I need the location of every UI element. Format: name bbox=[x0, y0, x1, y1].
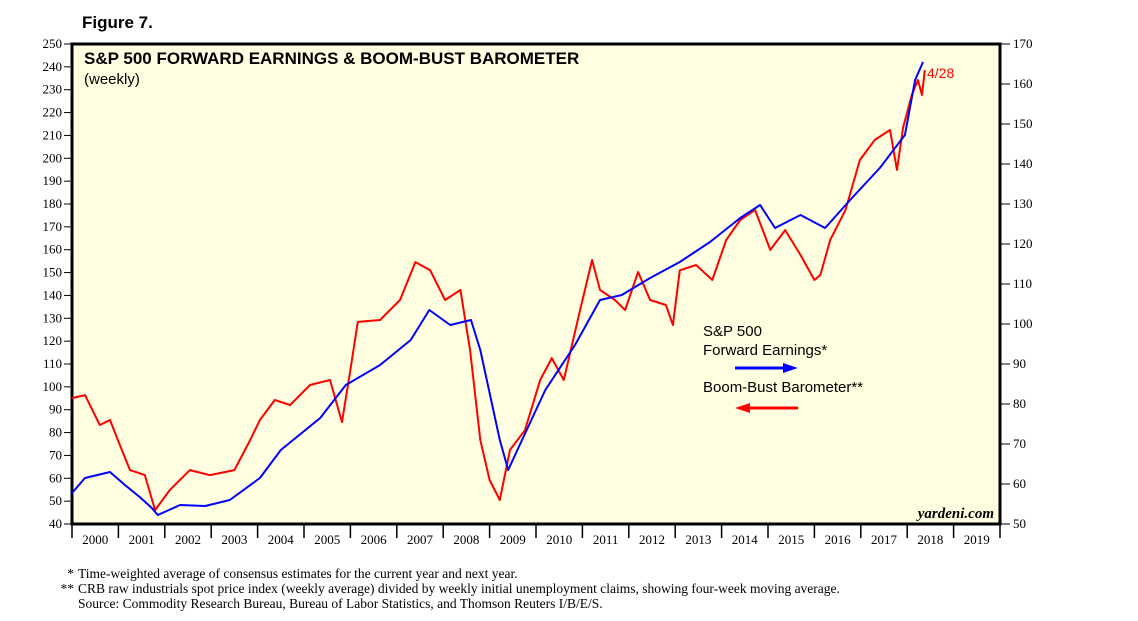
y-left-tick-label: 60 bbox=[49, 470, 62, 485]
x-tick-label: 2017 bbox=[871, 532, 898, 547]
y-left-tick-label: 200 bbox=[43, 150, 63, 165]
y-left-tick-label: 80 bbox=[49, 425, 62, 440]
x-tick-label: 2005 bbox=[314, 532, 340, 547]
legend-barometer: Boom-Bust Barometer** bbox=[703, 379, 863, 396]
y-left-tick-label: 70 bbox=[49, 447, 62, 462]
y-left-tick-label: 120 bbox=[43, 333, 63, 348]
x-tick-label: 2011 bbox=[593, 532, 619, 547]
x-tick-label: 2008 bbox=[453, 532, 479, 547]
forward-earnings-line bbox=[71, 61, 924, 516]
arrow-left-icon bbox=[735, 403, 750, 413]
legend: S&P 500 Forward Earnings* Boom-Bust Baro… bbox=[703, 323, 863, 413]
y-left-tick-label: 100 bbox=[43, 379, 63, 394]
x-tick-label: 2010 bbox=[546, 532, 572, 547]
y-right-tick-label: 60 bbox=[1013, 476, 1026, 491]
y-left-tick-label: 180 bbox=[43, 196, 63, 211]
x-tick-label: 2003 bbox=[221, 532, 247, 547]
footnotes: * Time-weighted average of consensus esti… bbox=[0, 566, 1138, 616]
footnote: ** CRB raw industrials spot price index (… bbox=[60, 581, 840, 596]
y-left-tick-label: 230 bbox=[43, 82, 63, 97]
y-right-tick-label: 80 bbox=[1013, 396, 1026, 411]
x-tick-label: 2009 bbox=[500, 532, 526, 547]
x-tick-label: 2019 bbox=[964, 532, 990, 547]
x-tick-label: 2014 bbox=[732, 532, 759, 547]
x-tick-label: 2016 bbox=[825, 532, 852, 547]
y-left-tick-label: 50 bbox=[49, 493, 62, 508]
y-left-tick-label: 170 bbox=[43, 219, 63, 234]
y-left-tick-label: 110 bbox=[43, 356, 62, 371]
y-right-tick-label: 110 bbox=[1013, 276, 1032, 291]
chart: Figure 7. S&P 500 FORWARD EARNINGS & BOO… bbox=[43, 13, 1033, 547]
x-tick-label: 2015 bbox=[778, 532, 804, 547]
x-tick-label: 2004 bbox=[268, 532, 295, 547]
y-right-tick-label: 130 bbox=[1013, 196, 1033, 211]
y-right-tick-label: 90 bbox=[1013, 356, 1026, 371]
x-tick-label: 2018 bbox=[917, 532, 943, 547]
chart-subtitle: (weekly) bbox=[84, 71, 140, 88]
boom-bust-barometer-line bbox=[71, 69, 926, 512]
x-tick-label: 2006 bbox=[361, 532, 388, 547]
arrow-right-icon bbox=[783, 363, 798, 373]
y-right-tick-label: 100 bbox=[1013, 316, 1033, 331]
y-left-tick-label: 140 bbox=[43, 287, 63, 302]
watermark: yardeni.com bbox=[916, 506, 994, 522]
y-right-tick-label: 120 bbox=[1013, 236, 1033, 251]
y-left-tick-label: 190 bbox=[43, 173, 63, 188]
y-right-tick-label: 160 bbox=[1013, 76, 1033, 91]
y-right-tick-label: 150 bbox=[1013, 116, 1033, 131]
x-tick-label: 2012 bbox=[639, 532, 665, 547]
y-right-tick-label: 140 bbox=[1013, 156, 1033, 171]
y-left-tick-label: 150 bbox=[43, 265, 63, 280]
y-left-tick-label: 40 bbox=[49, 516, 62, 531]
x-tick-label: 2007 bbox=[407, 532, 434, 547]
y-right-tick-label: 50 bbox=[1013, 516, 1026, 531]
legend-earnings-line2: Forward Earnings* bbox=[703, 342, 827, 359]
footnote: * Time-weighted average of consensus esti… bbox=[67, 566, 518, 581]
y-left-tick-label: 250 bbox=[43, 36, 63, 51]
y-left-tick-label: 220 bbox=[43, 105, 63, 120]
footnote-source: Source: Commodity Research Bureau, Burea… bbox=[78, 596, 603, 611]
x-tick-label: 2002 bbox=[175, 532, 201, 547]
y-left-tick-label: 240 bbox=[43, 59, 63, 74]
end-date-label: 4/28 bbox=[927, 65, 954, 81]
y-left-tick-label: 130 bbox=[43, 310, 63, 325]
y-right-tick-label: 170 bbox=[1013, 36, 1033, 51]
y-left-tick-label: 210 bbox=[43, 127, 63, 142]
x-tick-label: 2001 bbox=[129, 532, 155, 547]
plot-area bbox=[70, 42, 1002, 526]
legend-earnings-line1: S&P 500 bbox=[703, 323, 762, 340]
y-left-tick-label: 160 bbox=[43, 242, 63, 257]
x-tick-label: 2013 bbox=[685, 532, 711, 547]
figure-label: Figure 7. bbox=[82, 13, 153, 32]
y-right-tick-label: 70 bbox=[1013, 436, 1026, 451]
y-left-tick-label: 90 bbox=[49, 402, 62, 417]
chart-title: S&P 500 FORWARD EARNINGS & BOOM-BUST BAR… bbox=[84, 49, 579, 68]
x-tick-label: 2000 bbox=[82, 532, 108, 547]
